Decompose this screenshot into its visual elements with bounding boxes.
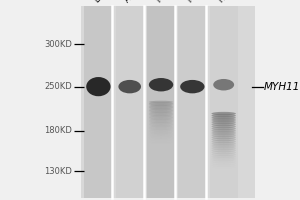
Text: 130KD: 130KD	[44, 167, 72, 176]
Ellipse shape	[212, 143, 236, 147]
Ellipse shape	[149, 118, 173, 120]
Bar	[178, 6, 206, 198]
Text: Mouse liver: Mouse liver	[155, 0, 194, 4]
Ellipse shape	[149, 102, 173, 105]
Text: A375: A375	[123, 0, 144, 4]
Ellipse shape	[212, 119, 236, 123]
Ellipse shape	[149, 101, 173, 103]
Ellipse shape	[149, 78, 173, 91]
Ellipse shape	[149, 105, 173, 107]
Ellipse shape	[212, 140, 236, 143]
Ellipse shape	[212, 138, 236, 141]
Text: 180KD: 180KD	[44, 126, 72, 135]
Ellipse shape	[212, 127, 236, 130]
Ellipse shape	[149, 113, 173, 116]
Ellipse shape	[149, 112, 173, 115]
Ellipse shape	[180, 80, 205, 93]
Ellipse shape	[149, 125, 173, 127]
Ellipse shape	[149, 115, 173, 117]
Ellipse shape	[212, 130, 236, 134]
Text: Rat liver: Rat liver	[217, 0, 247, 4]
Ellipse shape	[149, 122, 173, 124]
Ellipse shape	[149, 106, 173, 109]
Ellipse shape	[149, 133, 173, 136]
Ellipse shape	[149, 126, 173, 129]
Ellipse shape	[212, 112, 236, 115]
Ellipse shape	[212, 155, 236, 158]
Text: 250KD: 250KD	[44, 82, 72, 91]
Ellipse shape	[149, 123, 173, 126]
Ellipse shape	[212, 142, 236, 145]
Text: Mouse brain: Mouse brain	[186, 0, 227, 4]
Bar	[147, 6, 175, 198]
Ellipse shape	[212, 125, 236, 128]
Ellipse shape	[212, 129, 236, 132]
Ellipse shape	[212, 149, 236, 152]
Bar	[81, 6, 255, 198]
Ellipse shape	[212, 116, 236, 119]
Ellipse shape	[212, 117, 236, 121]
Text: LO2: LO2	[92, 0, 110, 4]
Ellipse shape	[212, 147, 236, 150]
Bar	[85, 6, 112, 198]
Ellipse shape	[149, 111, 173, 113]
Text: MYH11: MYH11	[264, 82, 300, 92]
Ellipse shape	[212, 121, 236, 124]
Ellipse shape	[212, 145, 236, 149]
Bar	[116, 6, 144, 198]
Ellipse shape	[149, 119, 173, 122]
Ellipse shape	[212, 123, 236, 126]
Ellipse shape	[149, 120, 173, 123]
Ellipse shape	[213, 79, 234, 90]
Ellipse shape	[149, 130, 173, 133]
Ellipse shape	[149, 132, 173, 134]
Ellipse shape	[149, 109, 173, 112]
Ellipse shape	[212, 153, 236, 156]
Ellipse shape	[118, 80, 141, 93]
Ellipse shape	[149, 127, 173, 130]
Ellipse shape	[212, 132, 236, 136]
Ellipse shape	[149, 129, 173, 131]
Ellipse shape	[149, 116, 173, 119]
Ellipse shape	[212, 156, 236, 160]
Ellipse shape	[86, 77, 111, 96]
Ellipse shape	[212, 114, 236, 117]
Ellipse shape	[149, 104, 173, 106]
Text: 300KD: 300KD	[44, 40, 72, 49]
Ellipse shape	[212, 134, 236, 137]
Ellipse shape	[149, 108, 173, 110]
Ellipse shape	[212, 151, 236, 154]
Bar	[210, 6, 238, 198]
Ellipse shape	[212, 136, 236, 139]
